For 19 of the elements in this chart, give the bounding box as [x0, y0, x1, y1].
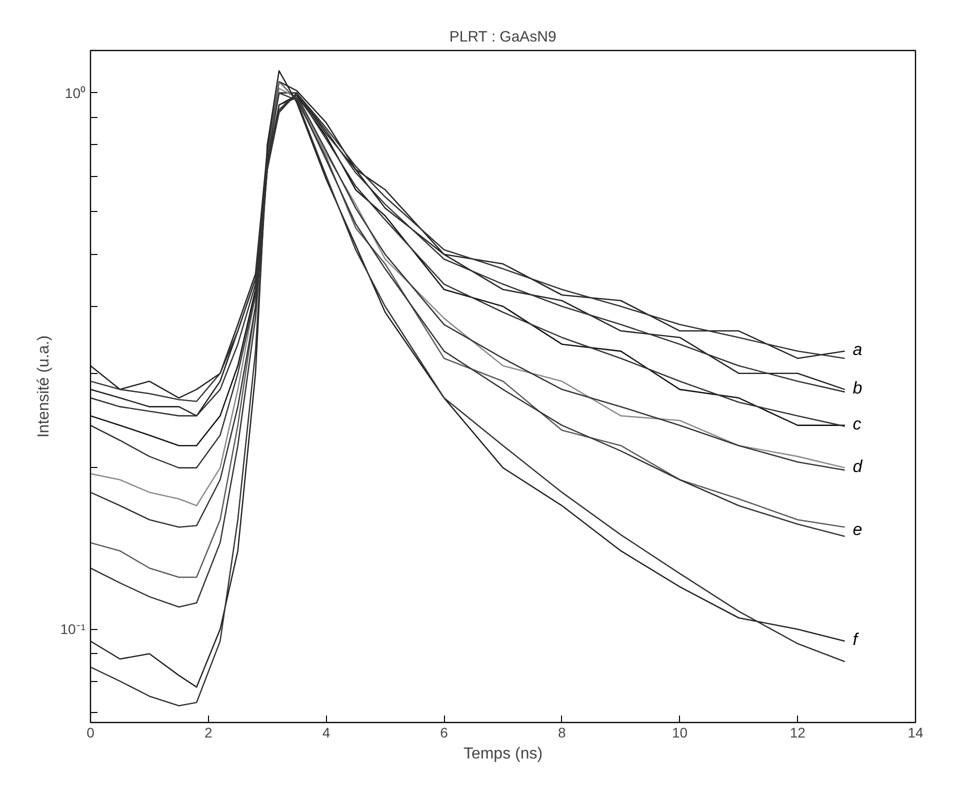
x-tick-label: 8: [558, 724, 566, 740]
series-label: a: [852, 340, 862, 360]
series-label: b: [852, 378, 862, 398]
x-tick-label: 4: [322, 724, 330, 740]
x-tick-label: 6: [440, 724, 448, 740]
series-label: e: [852, 520, 862, 540]
x-tick-label: 10: [672, 724, 688, 740]
x-tick-label: 14: [908, 724, 924, 740]
x-tick-label: 2: [204, 724, 212, 740]
chart-title: PLRT : GaAsN9: [449, 28, 556, 46]
x-tick-label: 0: [86, 724, 95, 740]
x-axis-title: Temps (ns): [463, 746, 543, 762]
series-label: f: [852, 630, 860, 650]
y-tick-label: 10⁰: [64, 84, 86, 101]
y-axis-title: Intensité (u.a.): [35, 335, 52, 438]
x-tick-label: 12: [790, 724, 806, 740]
y-tick-label: 10⁻¹: [60, 621, 86, 638]
series-label: d: [852, 456, 863, 476]
series-label: c: [852, 414, 862, 434]
